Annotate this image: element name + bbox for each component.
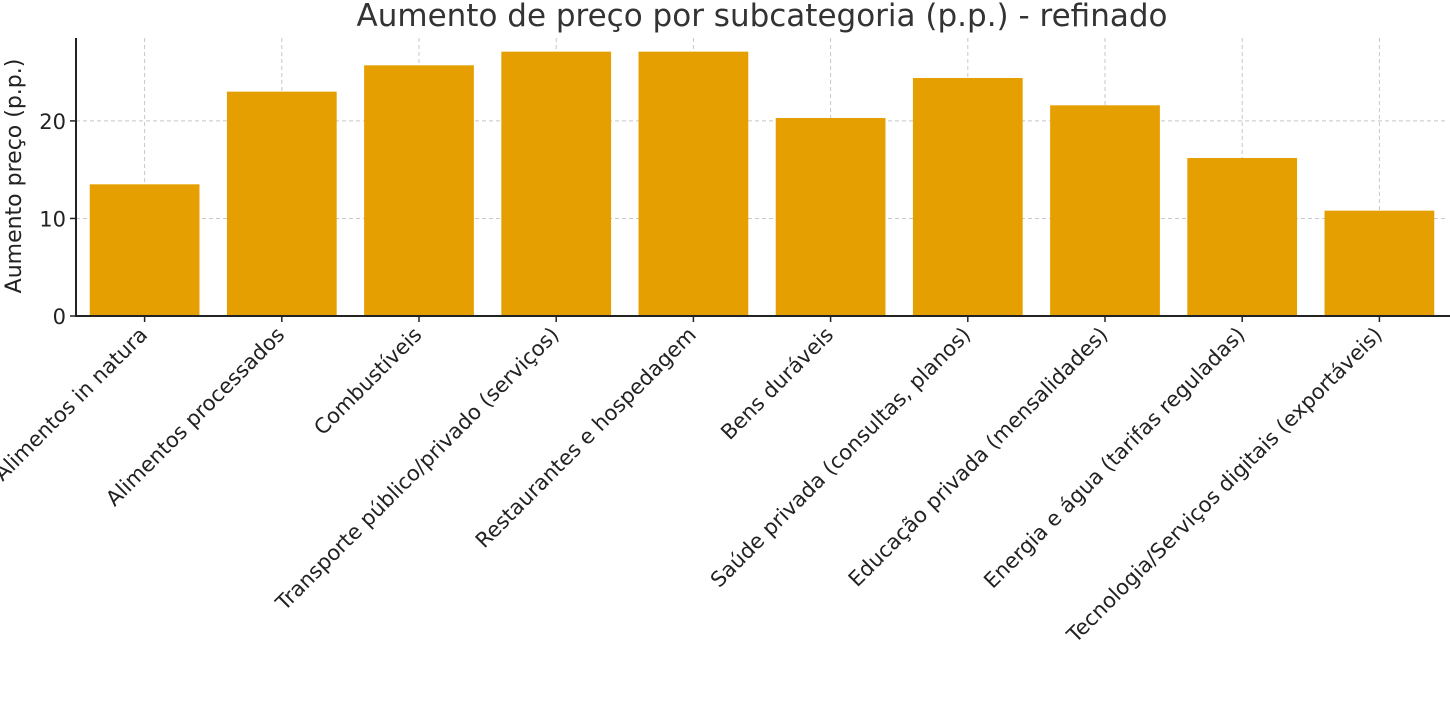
- x-tick-label: Saúde privada (consultas, planos): [706, 323, 975, 592]
- bar: [1324, 210, 1435, 316]
- bars-layer: [89, 51, 1435, 317]
- x-tick-label: Bens duráveis: [716, 323, 838, 445]
- bar: [1187, 157, 1298, 316]
- bar: [638, 51, 749, 317]
- bar: [226, 91, 337, 316]
- x-tick-label: Restaurantes e hospedagem: [471, 323, 701, 553]
- bar: [364, 65, 474, 316]
- y-axis-label: Aumento preço (p.p.): [2, 59, 27, 294]
- bar: [912, 77, 1023, 316]
- bar: [775, 117, 886, 316]
- bar: [89, 184, 200, 316]
- y-tick-label: 10: [39, 207, 66, 231]
- x-tick-label: Educação privada (mensalidades): [844, 323, 1113, 592]
- y-ticks: 0 10 20: [39, 110, 76, 329]
- x-tick-label: Tecnologia/Serviços digitais (exportávei…: [1062, 323, 1387, 648]
- bar: [501, 51, 612, 317]
- axes-layer: [75, 38, 1450, 317]
- x-tick-label: Alimentos in natura: [0, 323, 152, 486]
- x-tick-label: Transporte público/privado (serviços): [271, 323, 564, 616]
- x-tick-label: Energia e água (tarifas reguladas): [979, 323, 1249, 593]
- chart-title: Aumento de preço por subcategoria (p.p.)…: [357, 0, 1168, 34]
- bar: [1050, 105, 1160, 316]
- y-tick-label: 0: [53, 305, 66, 329]
- y-tick-label: 20: [39, 110, 66, 134]
- x-tick-label: Combustíveis: [309, 323, 426, 440]
